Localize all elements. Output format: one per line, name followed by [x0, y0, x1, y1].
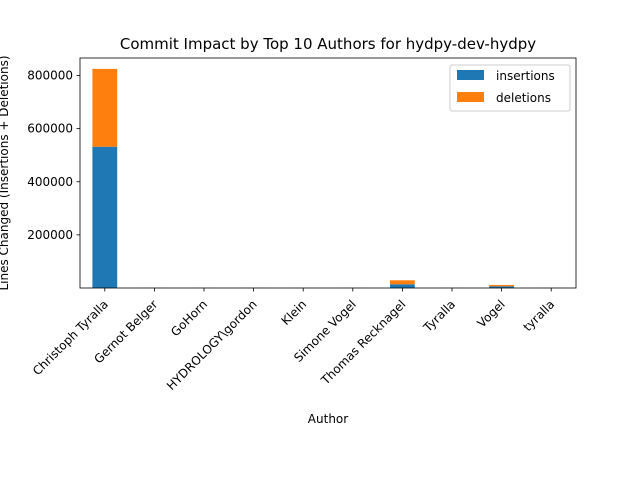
y-axis-label: Lines Changed (Insertions + Deletions) — [0, 55, 11, 290]
legend-label-deletions: deletions — [496, 91, 551, 105]
y-tick-label: 400000 — [27, 175, 73, 189]
y-axis: 200000 400000 600000 800000 — [27, 69, 80, 242]
bar-deletions-thomas-recknagel — [390, 280, 415, 285]
legend-label-insertions: insertions — [496, 69, 555, 83]
bar-insertions-vogel — [489, 286, 514, 288]
bar-deletions-vogel — [489, 284, 514, 287]
chart-title: Commit Impact by Top 10 Authors for hydp… — [120, 35, 536, 53]
legend-swatch-deletions — [457, 92, 484, 102]
y-tick-label: 200000 — [27, 228, 73, 242]
y-tick-label: 600000 — [27, 122, 73, 136]
bars-group — [92, 68, 564, 288]
y-tick-label: 800000 — [27, 69, 73, 83]
bar-insertions-christoph-tyralla — [92, 146, 118, 288]
x-axis-label: Author — [308, 412, 348, 426]
legend: insertions deletions — [449, 64, 571, 112]
bar-insertions-thomas-recknagel — [390, 284, 415, 288]
bar-deletions-christoph-tyralla — [92, 68, 118, 147]
legend-swatch-insertions — [457, 70, 484, 80]
plot-frame — [79, 57, 577, 289]
